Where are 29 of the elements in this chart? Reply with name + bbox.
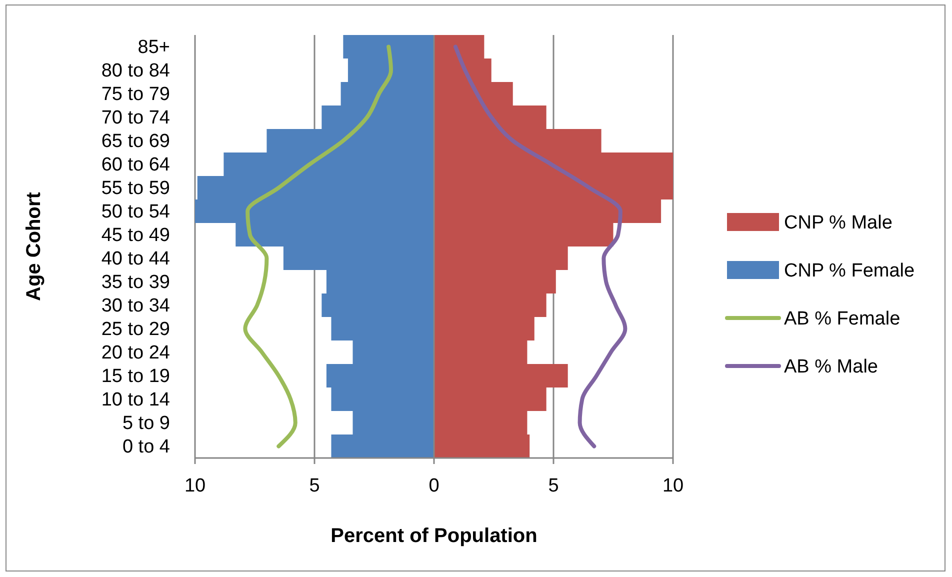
x-tick-label: 10 [184, 476, 206, 497]
x-tick-label: 5 [548, 476, 559, 497]
y-tick-label: 50 to 54 [101, 201, 170, 222]
x-tick-label: 0 [428, 476, 440, 497]
y-tick-label: 65 to 69 [101, 130, 170, 152]
legend-label: AB % Male [784, 356, 878, 378]
x-tick-label: 5 [309, 476, 320, 497]
x-tick-label: 10 [662, 476, 684, 497]
y-tick-label: 70 to 74 [101, 107, 170, 128]
y-tick-label: 45 to 49 [101, 224, 170, 246]
y-tick-label: 20 to 24 [101, 342, 170, 364]
y-tick-label: 5 to 9 [122, 412, 170, 434]
y-tick-label: 85+ [138, 36, 170, 58]
y-tick-label: 30 to 34 [101, 295, 170, 316]
y-tick-label: 25 to 29 [101, 318, 170, 340]
y-tick-label: 40 to 44 [101, 248, 170, 270]
y-tick-label: 60 to 64 [101, 154, 170, 176]
legend-label: CNP % Male [784, 212, 892, 234]
y-axis-title: Age Cohort [23, 192, 45, 301]
y-tick-label: 35 to 39 [101, 272, 170, 293]
legend-label: CNP % Female [784, 260, 915, 282]
y-tick-label: 55 to 59 [101, 178, 170, 199]
y-tick-label: 10 to 14 [101, 389, 170, 410]
y-tick-label: 80 to 84 [101, 60, 170, 82]
y-tick-label: 75 to 79 [101, 84, 170, 105]
x-axis-title: Percent of Population [330, 525, 538, 547]
legend-label: AB % Female [784, 308, 900, 330]
y-tick-label: 0 to 4 [122, 436, 170, 458]
y-tick-label: 15 to 19 [101, 366, 170, 387]
